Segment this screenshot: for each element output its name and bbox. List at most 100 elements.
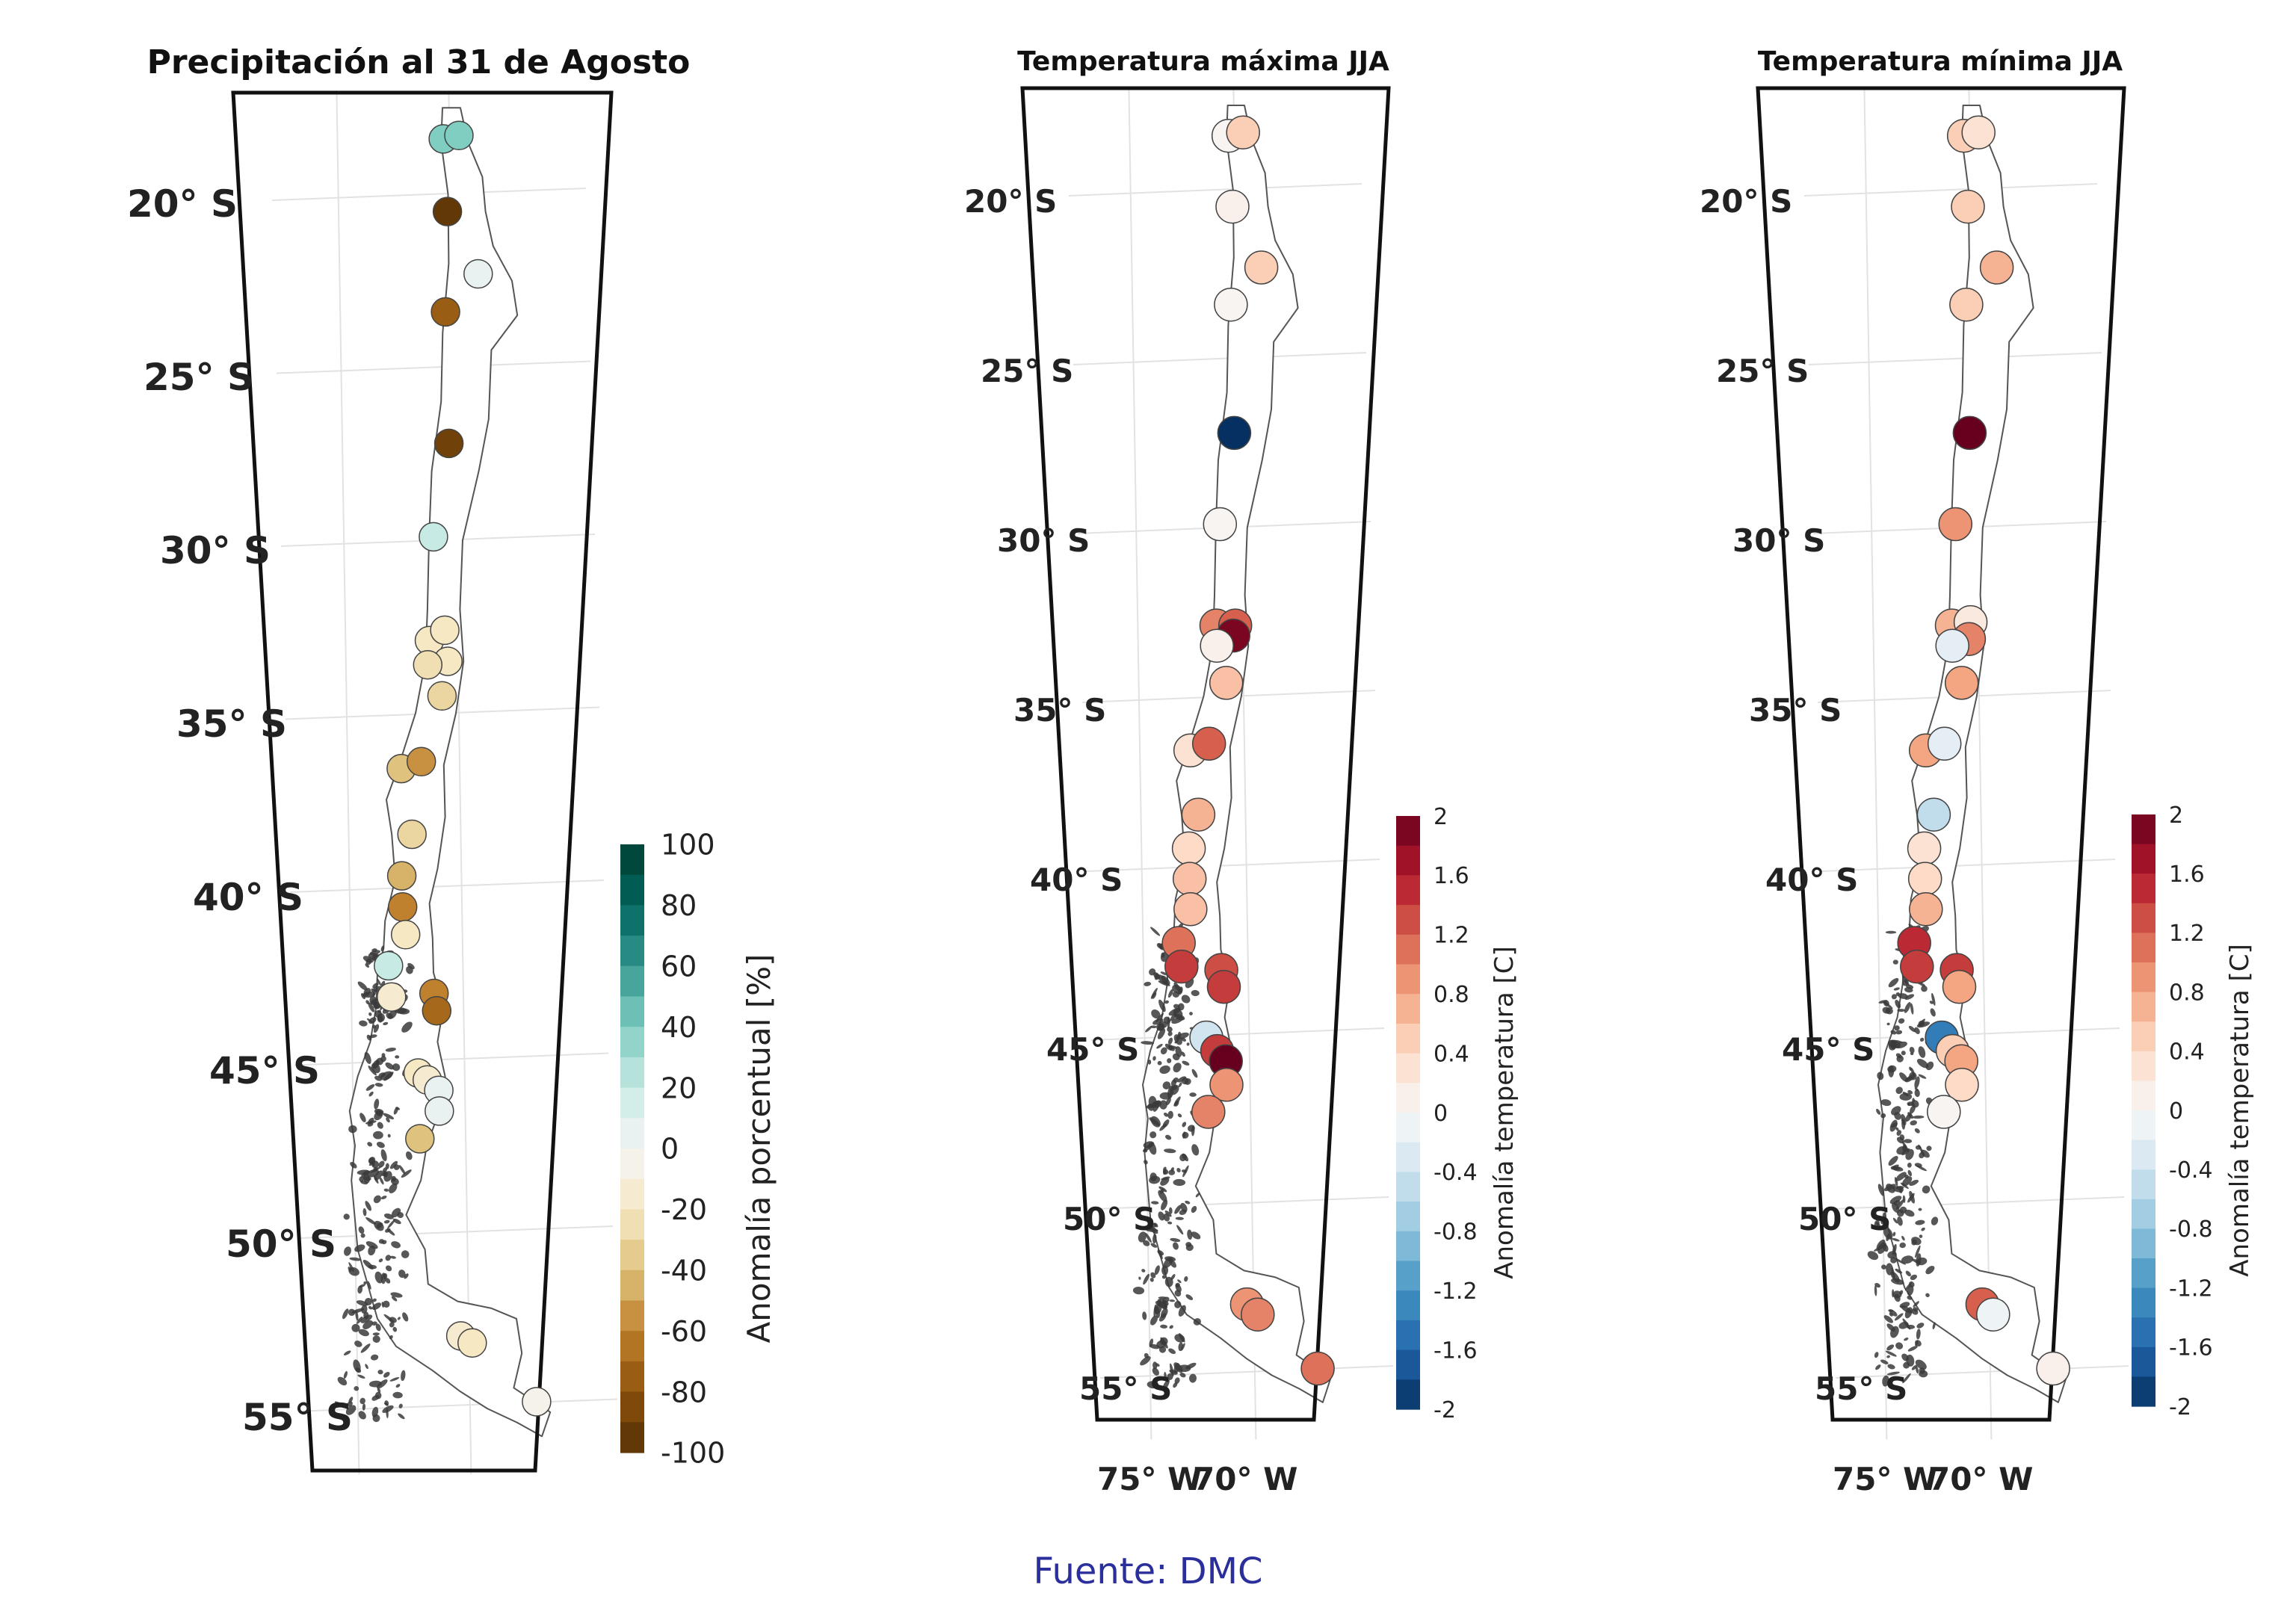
island — [383, 1188, 389, 1192]
colorbar-band — [2132, 903, 2155, 933]
island — [1167, 1031, 1173, 1036]
island — [1149, 1131, 1157, 1139]
island — [364, 1051, 371, 1064]
graticule-line — [336, 90, 360, 1475]
colorbar-band — [620, 1118, 644, 1149]
island — [371, 1321, 377, 1326]
map-title: Precipitación al 31 de Agosto — [147, 43, 691, 81]
colorbar-tick-label: 1.6 — [1434, 863, 1469, 889]
station-marker — [1191, 726, 1226, 761]
island — [1891, 1278, 1904, 1285]
island — [1914, 1163, 1922, 1168]
latitude-label: 40° S — [1765, 862, 1858, 898]
station-marker — [1952, 415, 1987, 451]
island — [1167, 1221, 1173, 1225]
island — [1170, 1084, 1179, 1095]
colorbar-band — [1396, 964, 1420, 995]
island — [1173, 1242, 1179, 1250]
island — [1892, 1231, 1896, 1237]
island — [359, 1020, 368, 1027]
island — [1895, 1030, 1903, 1035]
island — [1154, 1303, 1162, 1314]
latitude-label: 40° S — [193, 876, 303, 919]
map-frame — [1020, 86, 1391, 1422]
island — [1891, 1106, 1901, 1116]
island — [1164, 1256, 1176, 1262]
island — [1895, 1199, 1904, 1210]
station-marker — [1171, 831, 1206, 866]
colorbar-tick-label: 0.4 — [1434, 1041, 1469, 1067]
station-marker — [1209, 666, 1244, 700]
island — [1902, 1318, 1911, 1330]
longitude-label: 70° W — [1928, 1461, 2033, 1497]
station-marker — [397, 819, 427, 850]
colorbar-band — [620, 965, 644, 998]
island — [1894, 1313, 1904, 1321]
island — [1921, 1227, 1925, 1231]
island — [1882, 1375, 1889, 1387]
island — [360, 1233, 365, 1238]
graticule-line — [289, 879, 605, 893]
island — [387, 1219, 395, 1229]
island — [354, 1244, 365, 1252]
island — [378, 1160, 385, 1168]
island — [379, 1177, 384, 1185]
island — [1174, 1377, 1180, 1384]
island — [1152, 992, 1157, 999]
colorbar-tick-label: -1.6 — [1434, 1338, 1478, 1364]
colorbar-band — [2132, 933, 2155, 963]
island — [382, 1405, 394, 1413]
island — [1143, 1240, 1150, 1246]
colorbar-tick-label: 20 — [661, 1072, 697, 1104]
island — [380, 1196, 387, 1200]
island — [1905, 1074, 1916, 1083]
map-title: Temperatura máxima JJA — [1017, 46, 1389, 77]
island — [368, 1012, 372, 1016]
island — [1910, 1067, 1916, 1076]
island — [1174, 1205, 1182, 1214]
island — [1905, 984, 1914, 989]
island — [1906, 1354, 1915, 1367]
colorbar-band — [1396, 1290, 1420, 1321]
latitude-label: 45° S — [1782, 1031, 1874, 1068]
colorbar-band — [2132, 1080, 2155, 1111]
island — [1899, 1302, 1910, 1308]
colorbar-band — [620, 844, 644, 876]
island — [1914, 1089, 1920, 1098]
colorbar-tick-label: -0.8 — [2169, 1216, 2213, 1243]
island — [1919, 1234, 1923, 1238]
island — [1167, 1037, 1173, 1045]
colorbar-tick-label: -1.6 — [2169, 1335, 2213, 1361]
island — [1173, 1178, 1186, 1187]
island — [1181, 995, 1191, 1004]
station-marker — [422, 995, 452, 1026]
station-marker — [1203, 507, 1238, 542]
island — [380, 1056, 386, 1063]
colorbar-tick-label: -1.2 — [2169, 1276, 2213, 1302]
colorbar-band — [2132, 1228, 2155, 1259]
island — [380, 1172, 388, 1176]
island — [1904, 1002, 1911, 1013]
island — [385, 1062, 395, 1070]
island — [1918, 1208, 1922, 1211]
island — [1895, 1172, 1907, 1181]
map-panel-2: Temperatura máxima JJA 20° S 25° S 30° S 35°… — [964, 46, 1519, 1497]
colorbar: 100 80 60 40 20 0 -20 -40 -60 -80 -100 Anomalía por… — [620, 829, 777, 1470]
island — [372, 983, 379, 989]
island — [1179, 1333, 1185, 1343]
island — [362, 956, 374, 963]
island — [1907, 1089, 1913, 1095]
station-marker — [1949, 287, 1984, 322]
colorbar-band — [620, 1027, 644, 1058]
island — [1895, 1342, 1904, 1349]
island — [1184, 1276, 1188, 1282]
island — [360, 1344, 371, 1353]
island — [1898, 993, 1908, 999]
island — [372, 1335, 380, 1344]
island — [1888, 977, 1899, 988]
island — [1167, 1058, 1172, 1063]
island — [368, 1066, 377, 1076]
island — [1174, 1100, 1179, 1107]
graticule-line — [1073, 352, 1367, 365]
